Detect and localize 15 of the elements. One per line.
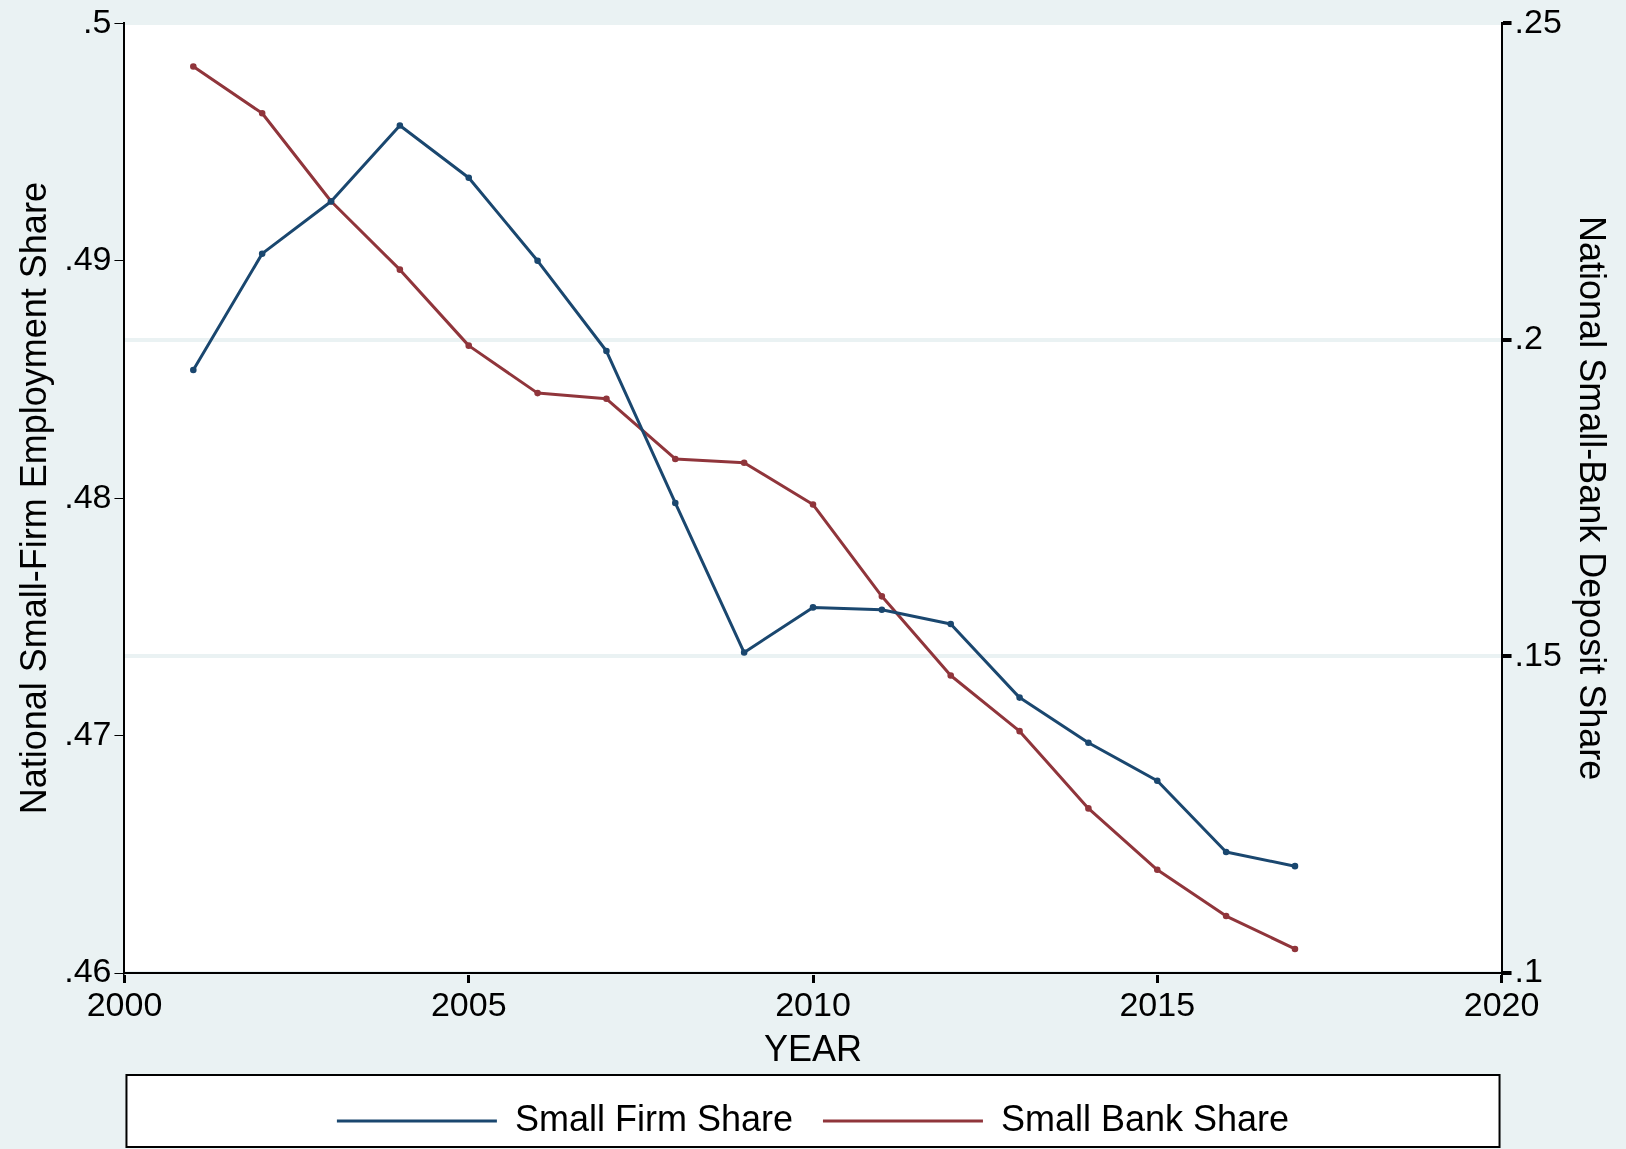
y-tick-label: .48: [64, 476, 112, 515]
x-tick-label: 2010: [775, 984, 851, 1023]
legend-label: Small Firm Share: [514, 1097, 793, 1139]
y2-tick-label: .25: [1514, 1, 1562, 40]
y-tick-label: .49: [64, 239, 112, 278]
x-tick-label: 2005: [430, 984, 507, 1023]
y2-tick-label: .15: [1514, 634, 1562, 673]
y2-axis-title: National Small-Bank Deposit Share: [1572, 216, 1614, 781]
legend-label: Small Bank Share: [1000, 1097, 1290, 1139]
y-axis-title: National Small-Firm Employment Share: [12, 182, 54, 815]
x-axis-title: YEAR: [763, 1028, 863, 1070]
x-tick-label: 2015: [1119, 984, 1196, 1023]
y-tick-label: .5: [83, 1, 112, 40]
y2-tick-label: .2: [1514, 318, 1543, 357]
y-tick-label: .47: [64, 713, 112, 752]
